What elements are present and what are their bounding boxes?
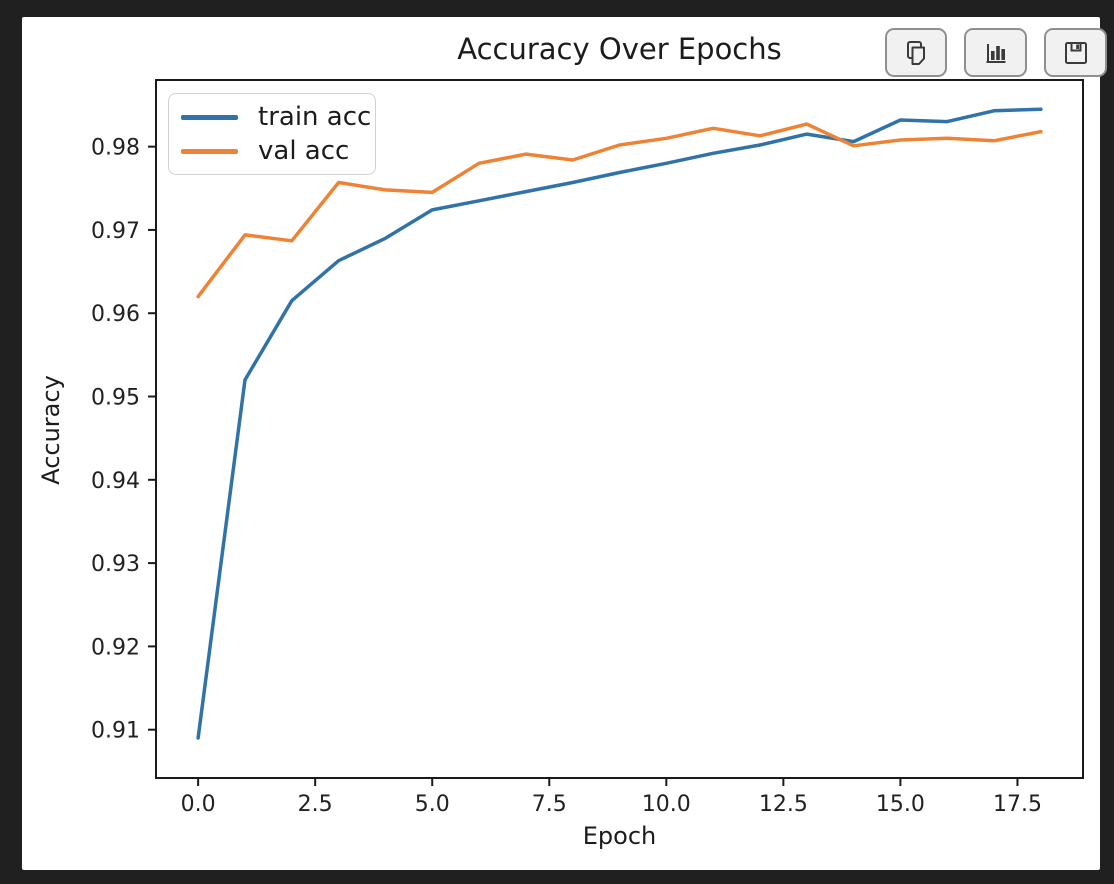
copy-button[interactable]	[885, 28, 947, 77]
x-tick-label: 17.5	[993, 792, 1042, 817]
val-acc-legend-swatch	[181, 148, 238, 154]
y-tick-label: 0.92	[91, 635, 140, 660]
legend: train acc val acc	[168, 93, 376, 175]
y-tick-label: 0.96	[91, 302, 140, 327]
x-tick-label: 5.0	[415, 792, 450, 817]
x-tick-label: 12.5	[759, 792, 808, 817]
save-icon	[1061, 38, 1091, 68]
x-axis-label: Epoch	[582, 822, 657, 850]
chart-title: Accuracy Over Epochs	[457, 32, 782, 66]
x-tick-label: 10.0	[642, 792, 691, 817]
copy-icon	[901, 38, 931, 68]
plot-panel: 0.0 2.5 5.0 7.5 10.0 12.5 15.0 17.5 0.91 0.92 0.93…	[22, 17, 1100, 870]
chart-canvas: 0.0 2.5 5.0 7.5 10.0 12.5 15.0 17.5 0.91 0.92 0.93…	[91, 79, 1084, 817]
x-tick-label: 2.5	[298, 792, 333, 817]
x-tick-label: 15.0	[876, 792, 925, 817]
chart-button[interactable]	[964, 28, 1027, 77]
y-tick-label: 0.95	[91, 386, 140, 411]
save-button[interactable]	[1044, 28, 1107, 77]
x-tick-label: 7.5	[532, 792, 567, 817]
y-axis-label: Accuracy	[37, 375, 65, 485]
y-tick-label: 0.98	[91, 136, 140, 161]
y-tick-label: 0.94	[91, 469, 140, 494]
train-acc-legend-swatch	[181, 114, 238, 120]
y-tick-label: 0.91	[91, 719, 140, 744]
x-tick-label: 0.0	[181, 792, 216, 817]
y-tick-label: 0.93	[91, 552, 140, 577]
train-acc-line	[196, 107, 1043, 740]
legend-label: train acc	[258, 102, 372, 132]
val-acc-line	[196, 122, 1043, 299]
bar-chart-icon	[981, 38, 1011, 68]
legend-label: val acc	[258, 136, 350, 166]
legend-entry-val: val acc	[181, 134, 363, 168]
plot-spines	[155, 79, 1084, 779]
legend-entry-train: train acc	[181, 100, 371, 134]
y-tick-label: 0.97	[91, 219, 140, 244]
